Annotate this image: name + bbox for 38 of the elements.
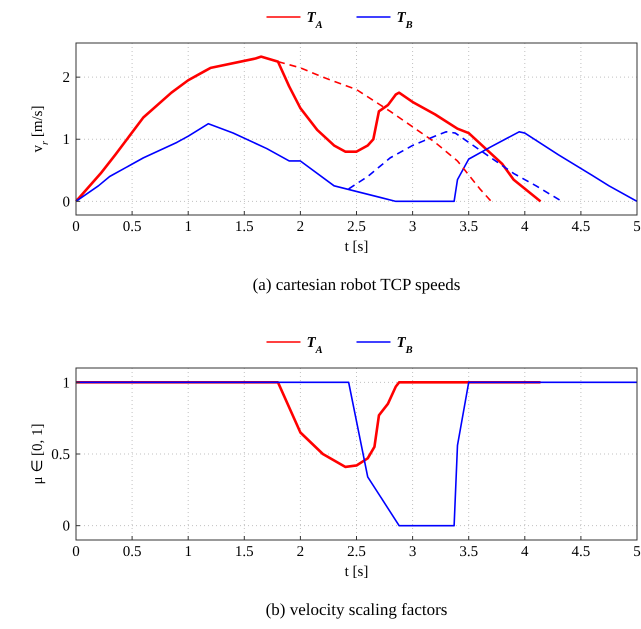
x-tick-label: 0.5 <box>122 544 142 560</box>
x-tick-label: 5 <box>633 219 641 235</box>
legend-label: T$_{B}$ <box>396 10 413 30</box>
x-tick-label: 4 <box>521 544 530 560</box>
x-tick-label: 1.5 <box>234 219 254 235</box>
text: (a) cartesian robot TCP speeds <box>252 275 460 294</box>
y-tick-label: 1 <box>62 375 70 392</box>
x-tick-label: 2.5 <box>347 219 366 235</box>
y-tick-label: 2 <box>62 70 70 86</box>
legend-label: T$_{B}$ <box>396 335 413 356</box>
line-series <box>75 382 638 526</box>
x-tick-label: 4.5 <box>572 544 590 560</box>
y-tick-label: 1 <box>62 132 70 148</box>
x-tick-label: 5 <box>633 544 641 560</box>
x-tick-label: 2.5 <box>347 544 366 560</box>
x-tick-label: 1.5 <box>234 544 254 560</box>
x-tick-label: 3 <box>408 219 416 235</box>
x-tick-label: 4 <box>521 219 530 235</box>
x-tick-label: 4.5 <box>572 219 590 235</box>
line-series <box>75 122 638 202</box>
legend-label: T$_{A}$ <box>306 10 323 30</box>
x-axis-title: t [s] <box>344 239 368 255</box>
y-tick-label: 0 <box>62 518 70 535</box>
x-axis-title: t [s] <box>344 564 368 580</box>
x-tick-label: 1 <box>184 219 192 235</box>
x-tick-label: 2 <box>296 219 304 235</box>
x-tick-label: 2 <box>296 544 304 560</box>
x-tick-label: 3.5 <box>459 544 478 560</box>
x-tick-label: 1 <box>184 544 192 560</box>
line-series <box>74 55 542 203</box>
y-tick-label: 0 <box>62 194 70 210</box>
x-tick-label: 3 <box>408 544 416 560</box>
text: (b) velocity scaling factors <box>266 600 448 619</box>
x-tick-label: 0.5 <box>122 219 142 235</box>
x-tick-label: 3.5 <box>459 219 478 235</box>
legend-label: T$_{A}$ <box>306 335 323 356</box>
y-tick-label: 0.5 <box>51 447 70 463</box>
y-axis-title: μ ∈ [0, 1] <box>30 423 46 485</box>
